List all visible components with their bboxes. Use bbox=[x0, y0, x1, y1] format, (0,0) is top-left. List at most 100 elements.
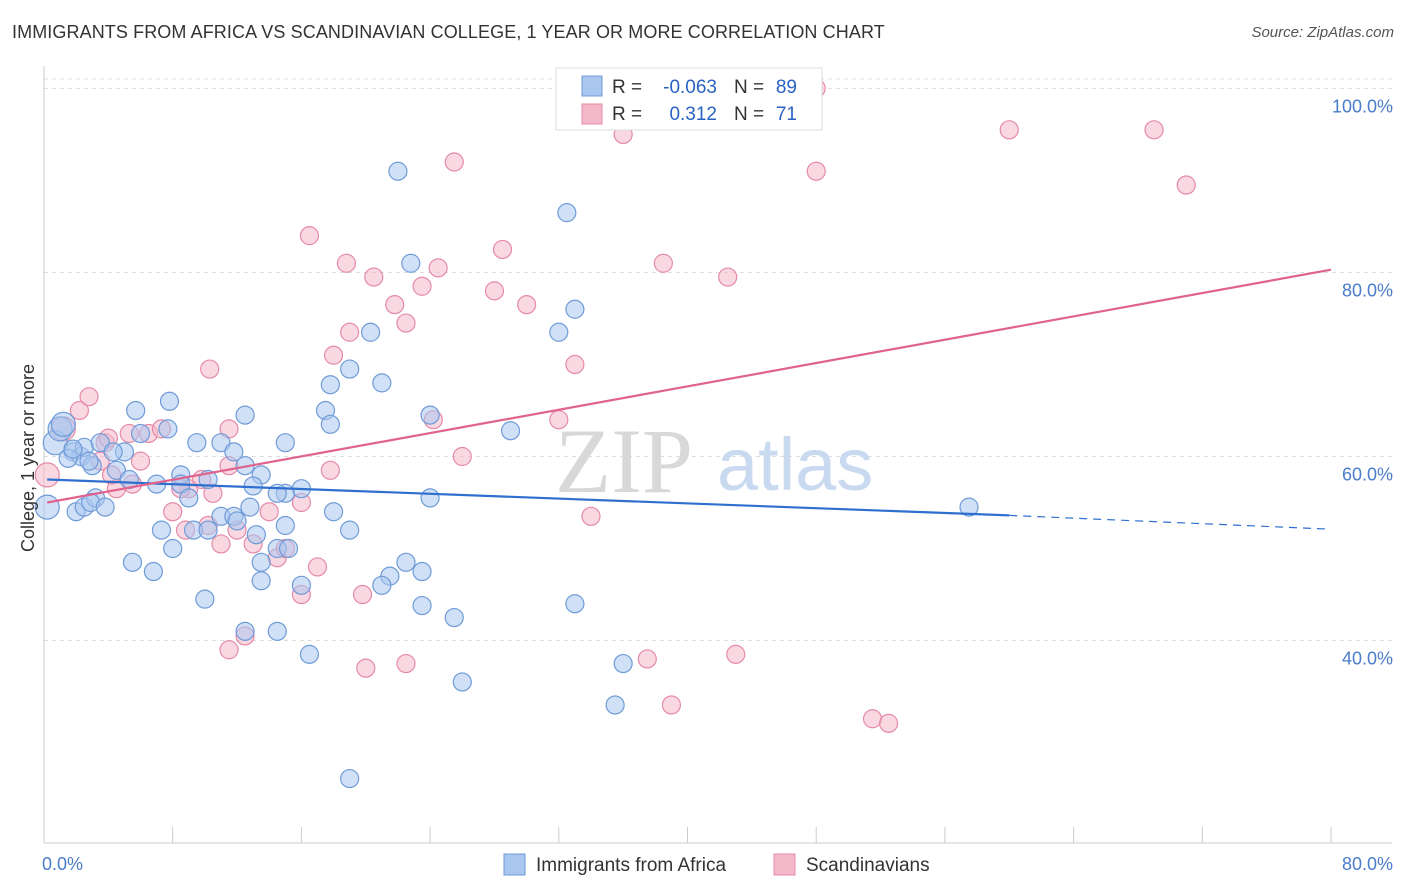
africa-point-13 bbox=[79, 451, 99, 471]
africa-point-57 bbox=[227, 511, 247, 531]
scandinavians-point-66 bbox=[356, 658, 376, 678]
bottom-legend-swatch-blue bbox=[503, 853, 526, 876]
africa-point-68 bbox=[275, 515, 295, 536]
africa-point-12 bbox=[63, 439, 83, 459]
africa-point-19 bbox=[187, 433, 207, 453]
trend-line-scandinavians bbox=[47, 268, 1332, 504]
africa-point-88 bbox=[340, 768, 360, 789]
africa-point-76 bbox=[291, 575, 311, 595]
chart-title: IMMIGRANTS FROM AFRICA VS SCANDINAVIAN C… bbox=[12, 22, 885, 42]
y-tick-label-1: 60.0% bbox=[1342, 465, 1393, 485]
africa-point-74 bbox=[412, 561, 432, 582]
scandinavians-point-34 bbox=[396, 313, 416, 333]
africa-point-61 bbox=[151, 520, 172, 540]
trend-line-africa-extension bbox=[1009, 514, 1332, 530]
bottom-legend-label-pink: Scandinavians bbox=[806, 855, 930, 876]
africa-point-73 bbox=[396, 552, 416, 572]
africa-point-33 bbox=[372, 373, 392, 393]
africa-point-69 bbox=[278, 538, 299, 559]
legend-r-value-2: 0.312 bbox=[669, 104, 717, 125]
scandinavians-point-70 bbox=[396, 653, 416, 674]
africa-point-53 bbox=[179, 488, 199, 508]
scandinavians-point-41 bbox=[492, 239, 513, 260]
trend-lines bbox=[47, 268, 1332, 530]
africa-point-34 bbox=[360, 322, 381, 342]
africa-point-0 bbox=[34, 494, 60, 520]
africa-point-23 bbox=[130, 423, 151, 444]
africa-point-45 bbox=[224, 442, 244, 462]
bottom-legend-label-blue: Immigrants from Africa bbox=[536, 855, 726, 876]
scandinavians-point-19 bbox=[211, 534, 231, 554]
africa-point-22 bbox=[95, 497, 115, 517]
scandinavians-point-50 bbox=[661, 695, 682, 715]
africa-point-89 bbox=[959, 497, 979, 517]
africa-point-77 bbox=[372, 575, 392, 595]
watermark-atlas: atlas bbox=[717, 423, 873, 506]
scandinavians-point-10 bbox=[130, 451, 151, 471]
legend-n-label-2: N = bbox=[734, 104, 764, 125]
legend-n-label-1: N = bbox=[734, 77, 764, 98]
scandinavians-point-49 bbox=[653, 253, 673, 273]
scandinavians-point-40 bbox=[484, 281, 505, 301]
trend-line-africa bbox=[47, 478, 1010, 517]
africa-point-59 bbox=[340, 520, 360, 540]
africa-point-62 bbox=[163, 538, 183, 559]
africa-point-31 bbox=[340, 359, 360, 379]
africa-point-58 bbox=[323, 502, 344, 522]
africa-point-32 bbox=[320, 375, 340, 395]
africa-point-26 bbox=[235, 405, 255, 425]
watermark: ZIP atlas bbox=[555, 410, 873, 512]
africa-point-75 bbox=[251, 571, 271, 591]
scandinavians-point-62 bbox=[200, 359, 220, 379]
africa-point-80 bbox=[444, 607, 464, 628]
scandinavians-point-54 bbox=[806, 161, 826, 181]
scandinavians-point-13 bbox=[163, 502, 183, 522]
africa-point-14 bbox=[103, 442, 123, 462]
africa-point-24 bbox=[158, 419, 178, 439]
africa-point-87 bbox=[605, 695, 625, 715]
series-legend: Immigrants from Africa Scandinavians bbox=[503, 853, 930, 876]
africa-point-66 bbox=[251, 552, 271, 572]
scandinavians-point-23 bbox=[259, 502, 279, 522]
scandinavians-point-35 bbox=[412, 276, 432, 296]
africa-point-41 bbox=[500, 421, 521, 441]
africa-point-84 bbox=[299, 644, 320, 664]
scandinavians-point-28 bbox=[320, 460, 340, 480]
africa-point-9 bbox=[106, 460, 126, 480]
scandinavians-point-52 bbox=[726, 644, 746, 664]
scandinavians-point-56 bbox=[878, 713, 899, 733]
scandinavians-point-29 bbox=[336, 253, 357, 273]
legend-r-value-1: -0.063 bbox=[663, 77, 717, 98]
africa-point-28 bbox=[126, 400, 146, 421]
scandinavians-point-44 bbox=[565, 354, 585, 375]
africa-point-83 bbox=[235, 621, 255, 641]
y-tick-label-2: 80.0% bbox=[1342, 280, 1393, 300]
y-tick-label-0: 40.0% bbox=[1342, 649, 1393, 669]
legend-r-label-1: R = bbox=[612, 77, 642, 98]
scandinavians-point-51 bbox=[718, 267, 738, 287]
scandinavians-point-30 bbox=[323, 345, 344, 365]
africa-point-8 bbox=[90, 433, 110, 453]
grid-lines bbox=[44, 78, 1392, 642]
africa-point-27 bbox=[275, 433, 295, 453]
africa-point-78 bbox=[195, 589, 215, 609]
tick-labels: 40.0% 60.0% 80.0% 100.0% 0.0% 80.0% bbox=[42, 96, 1393, 874]
africa-point-37 bbox=[420, 405, 440, 425]
scandinavians-point-48 bbox=[637, 649, 657, 669]
scandinavians-point-37 bbox=[428, 258, 448, 278]
scandinavians-point-39 bbox=[452, 446, 472, 467]
scandinavians-point-42 bbox=[517, 295, 537, 315]
y-axis-title: College, 1 year or more bbox=[18, 364, 38, 552]
scandinavians-point-59 bbox=[1176, 175, 1196, 195]
africa-point-65 bbox=[246, 525, 266, 545]
legend-n-value-2: 71 bbox=[776, 104, 797, 125]
scandinavians-point-27 bbox=[307, 557, 328, 577]
africa-point-86 bbox=[452, 672, 472, 692]
legend-n-value-1: 89 bbox=[776, 77, 797, 98]
africa-point-81 bbox=[565, 594, 585, 614]
scandinavians-point-3 bbox=[79, 387, 99, 407]
africa-point-50 bbox=[240, 497, 260, 517]
africa-point-82 bbox=[267, 621, 287, 641]
africa-point-36 bbox=[388, 161, 408, 181]
